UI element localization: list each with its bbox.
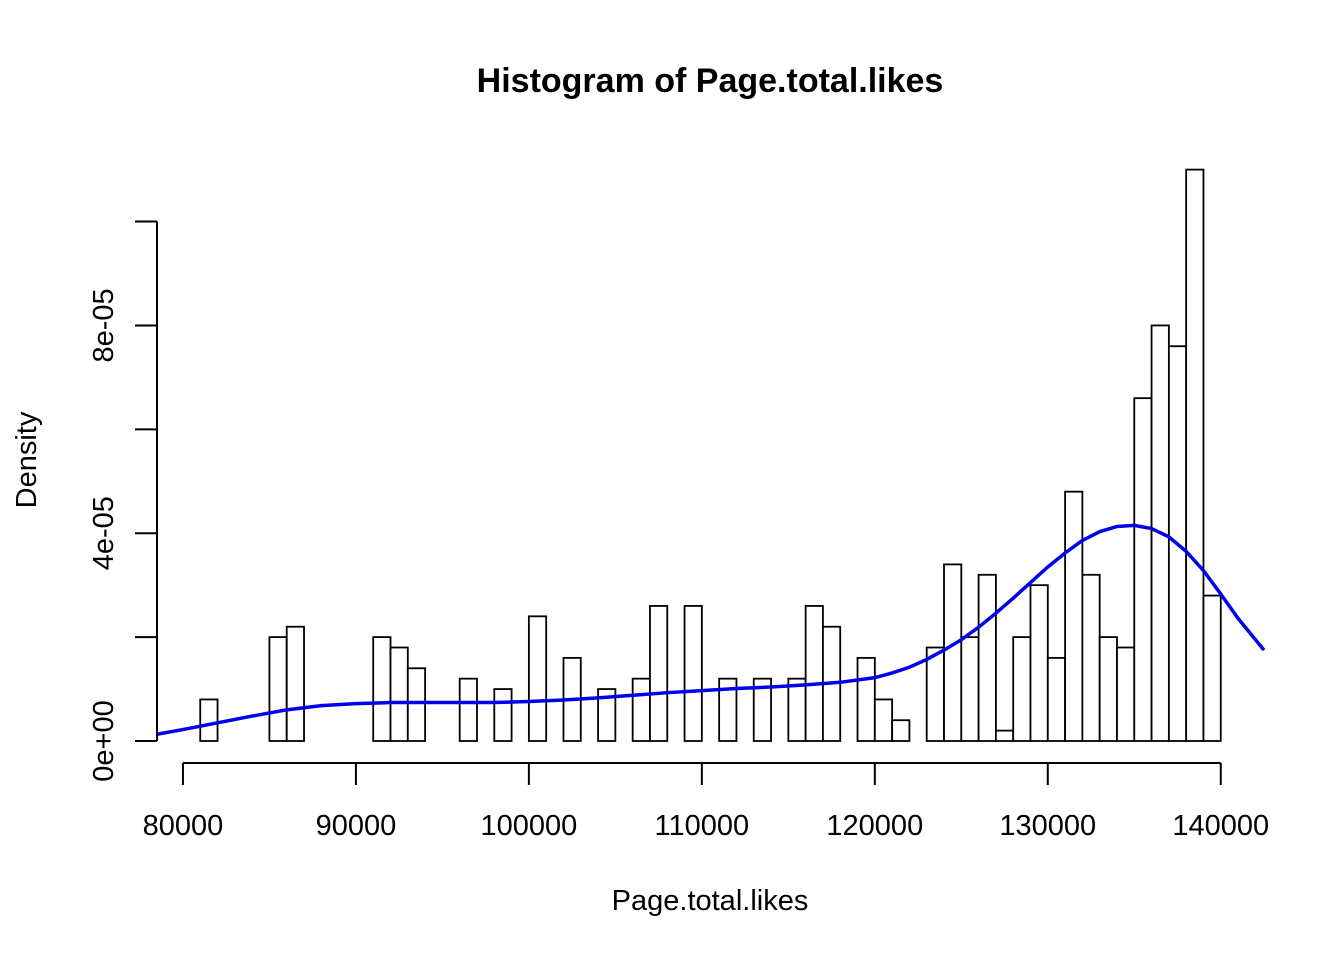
- histogram-bar: [960, 636, 980, 742]
- y-tick-label: 4e-05: [88, 496, 120, 570]
- histogram-bar: [1133, 397, 1153, 742]
- x-axis: 80000 90000 100000 110000 120000 130000 140000: [143, 762, 1269, 842]
- histogram-bar: [943, 563, 963, 742]
- histogram-bar: [787, 677, 807, 742]
- histogram-bar: [1029, 584, 1049, 742]
- histogram-bar: [1081, 573, 1101, 742]
- histogram-bar: [389, 646, 409, 742]
- histogram-bar: [873, 698, 894, 742]
- histogram-bar: [995, 729, 1015, 742]
- histogram-bar: [493, 688, 513, 742]
- histogram-bar: [752, 677, 772, 742]
- histogram-bar: [1185, 168, 1205, 742]
- x-tick-label: 110000: [655, 810, 750, 842]
- x-tick-label: 120000: [826, 810, 923, 842]
- histogram-bar: [597, 688, 617, 742]
- histogram-bar: [1202, 594, 1222, 742]
- histogram-bar: [718, 677, 738, 742]
- histogram-bar: [1012, 636, 1032, 742]
- histogram-bar: [406, 667, 426, 742]
- histogram-bar: [856, 656, 876, 742]
- histogram-bar: [804, 605, 824, 742]
- histogram-bar: [1098, 636, 1118, 742]
- histogram-bar: [683, 605, 703, 742]
- histogram-bars: [199, 168, 1222, 742]
- y-axis-label: Density: [11, 411, 43, 508]
- histogram-bar: [199, 698, 219, 742]
- y-tick-label: 0e+00: [88, 700, 120, 781]
- histogram-bar: [977, 573, 997, 742]
- histogram-bar: [631, 677, 651, 742]
- histogram-bar: [891, 719, 911, 742]
- x-tick-label: 130000: [999, 810, 1096, 842]
- histogram-bar: [925, 646, 945, 742]
- histogram-bar: [372, 636, 392, 742]
- x-tick-label: 100000: [480, 810, 577, 842]
- x-tick-label: 90000: [316, 810, 397, 842]
- histogram-bar: [1046, 656, 1066, 742]
- histogram-bar: [1064, 490, 1084, 742]
- y-axis: 0e+00 4e-05 8e-05: [88, 220, 158, 782]
- histogram-bar: [268, 636, 288, 742]
- density-curve: [156, 523, 1266, 736]
- histogram-bar: [1116, 646, 1136, 742]
- x-tick-label: 140000: [1172, 810, 1269, 842]
- histogram-bar: [458, 677, 478, 742]
- chart-title: Histogram of Page.total.likes: [477, 62, 944, 100]
- x-tick-label: 80000: [143, 810, 224, 842]
- histogram-bar: [527, 615, 548, 742]
- histogram-bar: [649, 605, 669, 742]
- x-axis-label: Page.total.likes: [612, 885, 809, 917]
- y-tick-label: 8e-05: [88, 288, 120, 362]
- histogram-bar: [285, 625, 305, 742]
